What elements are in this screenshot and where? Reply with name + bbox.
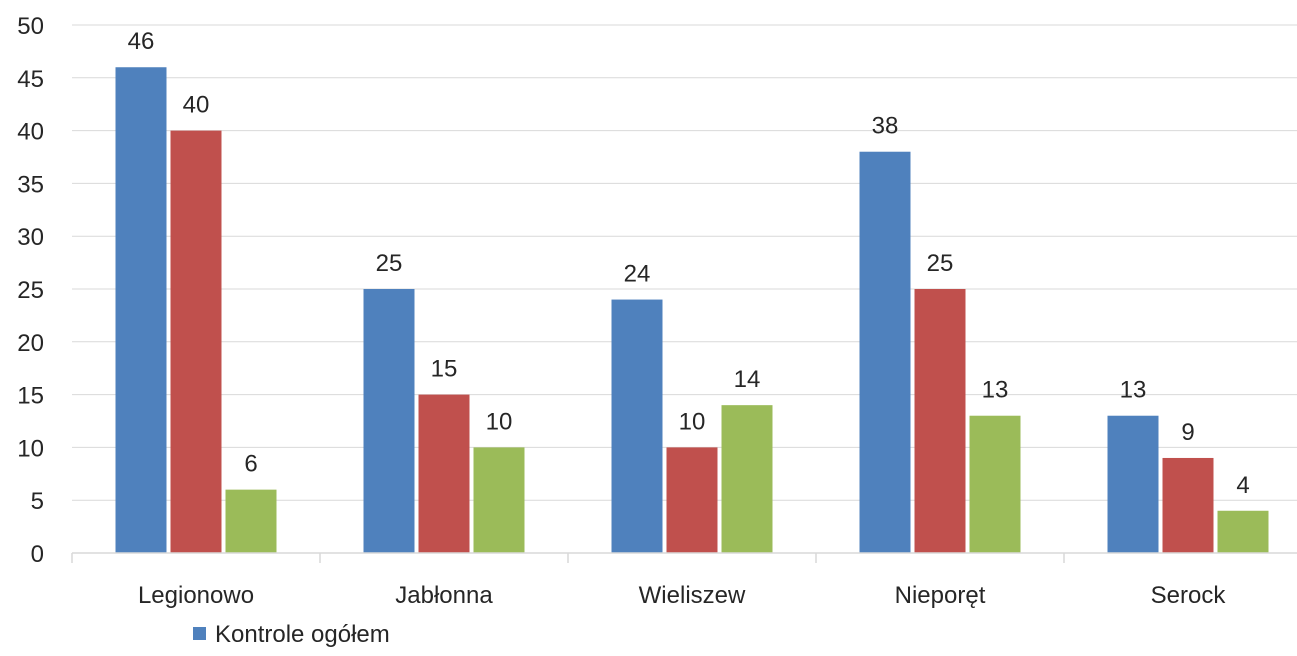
legend-swatch [193, 627, 206, 640]
bars [115, 67, 1269, 554]
data-label: 40 [183, 92, 210, 119]
data-label: 15 [431, 356, 458, 383]
legend: Kontrole ogółem [193, 621, 390, 648]
data-label: 38 [872, 113, 899, 140]
data-label: 25 [376, 250, 403, 277]
data-label: 46 [128, 28, 155, 55]
data-label: 10 [486, 408, 513, 435]
data-label: 9 [1181, 419, 1194, 446]
bar [721, 405, 773, 553]
bar [418, 394, 470, 553]
x-tick-label: Jabłonna [395, 582, 493, 609]
bar [1217, 510, 1269, 553]
data-label: 10 [679, 408, 706, 435]
bar [969, 415, 1021, 553]
bar [859, 151, 911, 553]
data-label: 24 [624, 261, 651, 288]
y-tick-label: 25 [17, 277, 44, 304]
y-tick-label: 50 [17, 13, 44, 40]
bar [473, 447, 525, 553]
y-tick-label: 0 [31, 541, 44, 568]
y-tick-label: 30 [17, 224, 44, 251]
y-tick-label: 45 [17, 66, 44, 93]
y-tick-label: 35 [17, 171, 44, 198]
bar [115, 67, 167, 554]
bar [914, 289, 966, 553]
bar [363, 289, 415, 553]
bar [1107, 415, 1159, 553]
x-tick-label: Nieporęt [895, 582, 986, 609]
bar [225, 489, 277, 553]
gridlines [72, 24, 1297, 501]
y-tick-label: 20 [17, 330, 44, 357]
data-label: 6 [244, 451, 257, 478]
data-label: 25 [927, 250, 954, 277]
bar [666, 447, 718, 553]
data-label: 13 [982, 377, 1009, 404]
bar [1162, 457, 1214, 553]
y-axis-tick-labels: 0 5 10 15 20 25 30 35 40 45 50 [17, 13, 44, 568]
data-label: 4 [1236, 472, 1249, 499]
y-tick-label: 10 [17, 435, 44, 462]
data-labels: 46 40 6 25 15 10 24 10 14 38 25 13 13 9 4 [128, 28, 1250, 499]
data-label: 13 [1120, 377, 1147, 404]
x-axis: Legionowo Jabłonna Wieliszew Nieporęt Serock [71, 552, 1297, 609]
data-label: 14 [734, 366, 761, 393]
y-tick-label: 40 [17, 119, 44, 146]
x-tick-label: Wieliszew [639, 582, 746, 609]
x-tick-label: Legionowo [138, 582, 254, 609]
y-tick-label: 15 [17, 383, 44, 410]
y-tick-label: 5 [31, 488, 44, 515]
bar [611, 299, 663, 553]
legend-label: Kontrole ogółem [215, 621, 390, 648]
bar [170, 130, 222, 553]
x-tick-label: Serock [1151, 582, 1227, 609]
